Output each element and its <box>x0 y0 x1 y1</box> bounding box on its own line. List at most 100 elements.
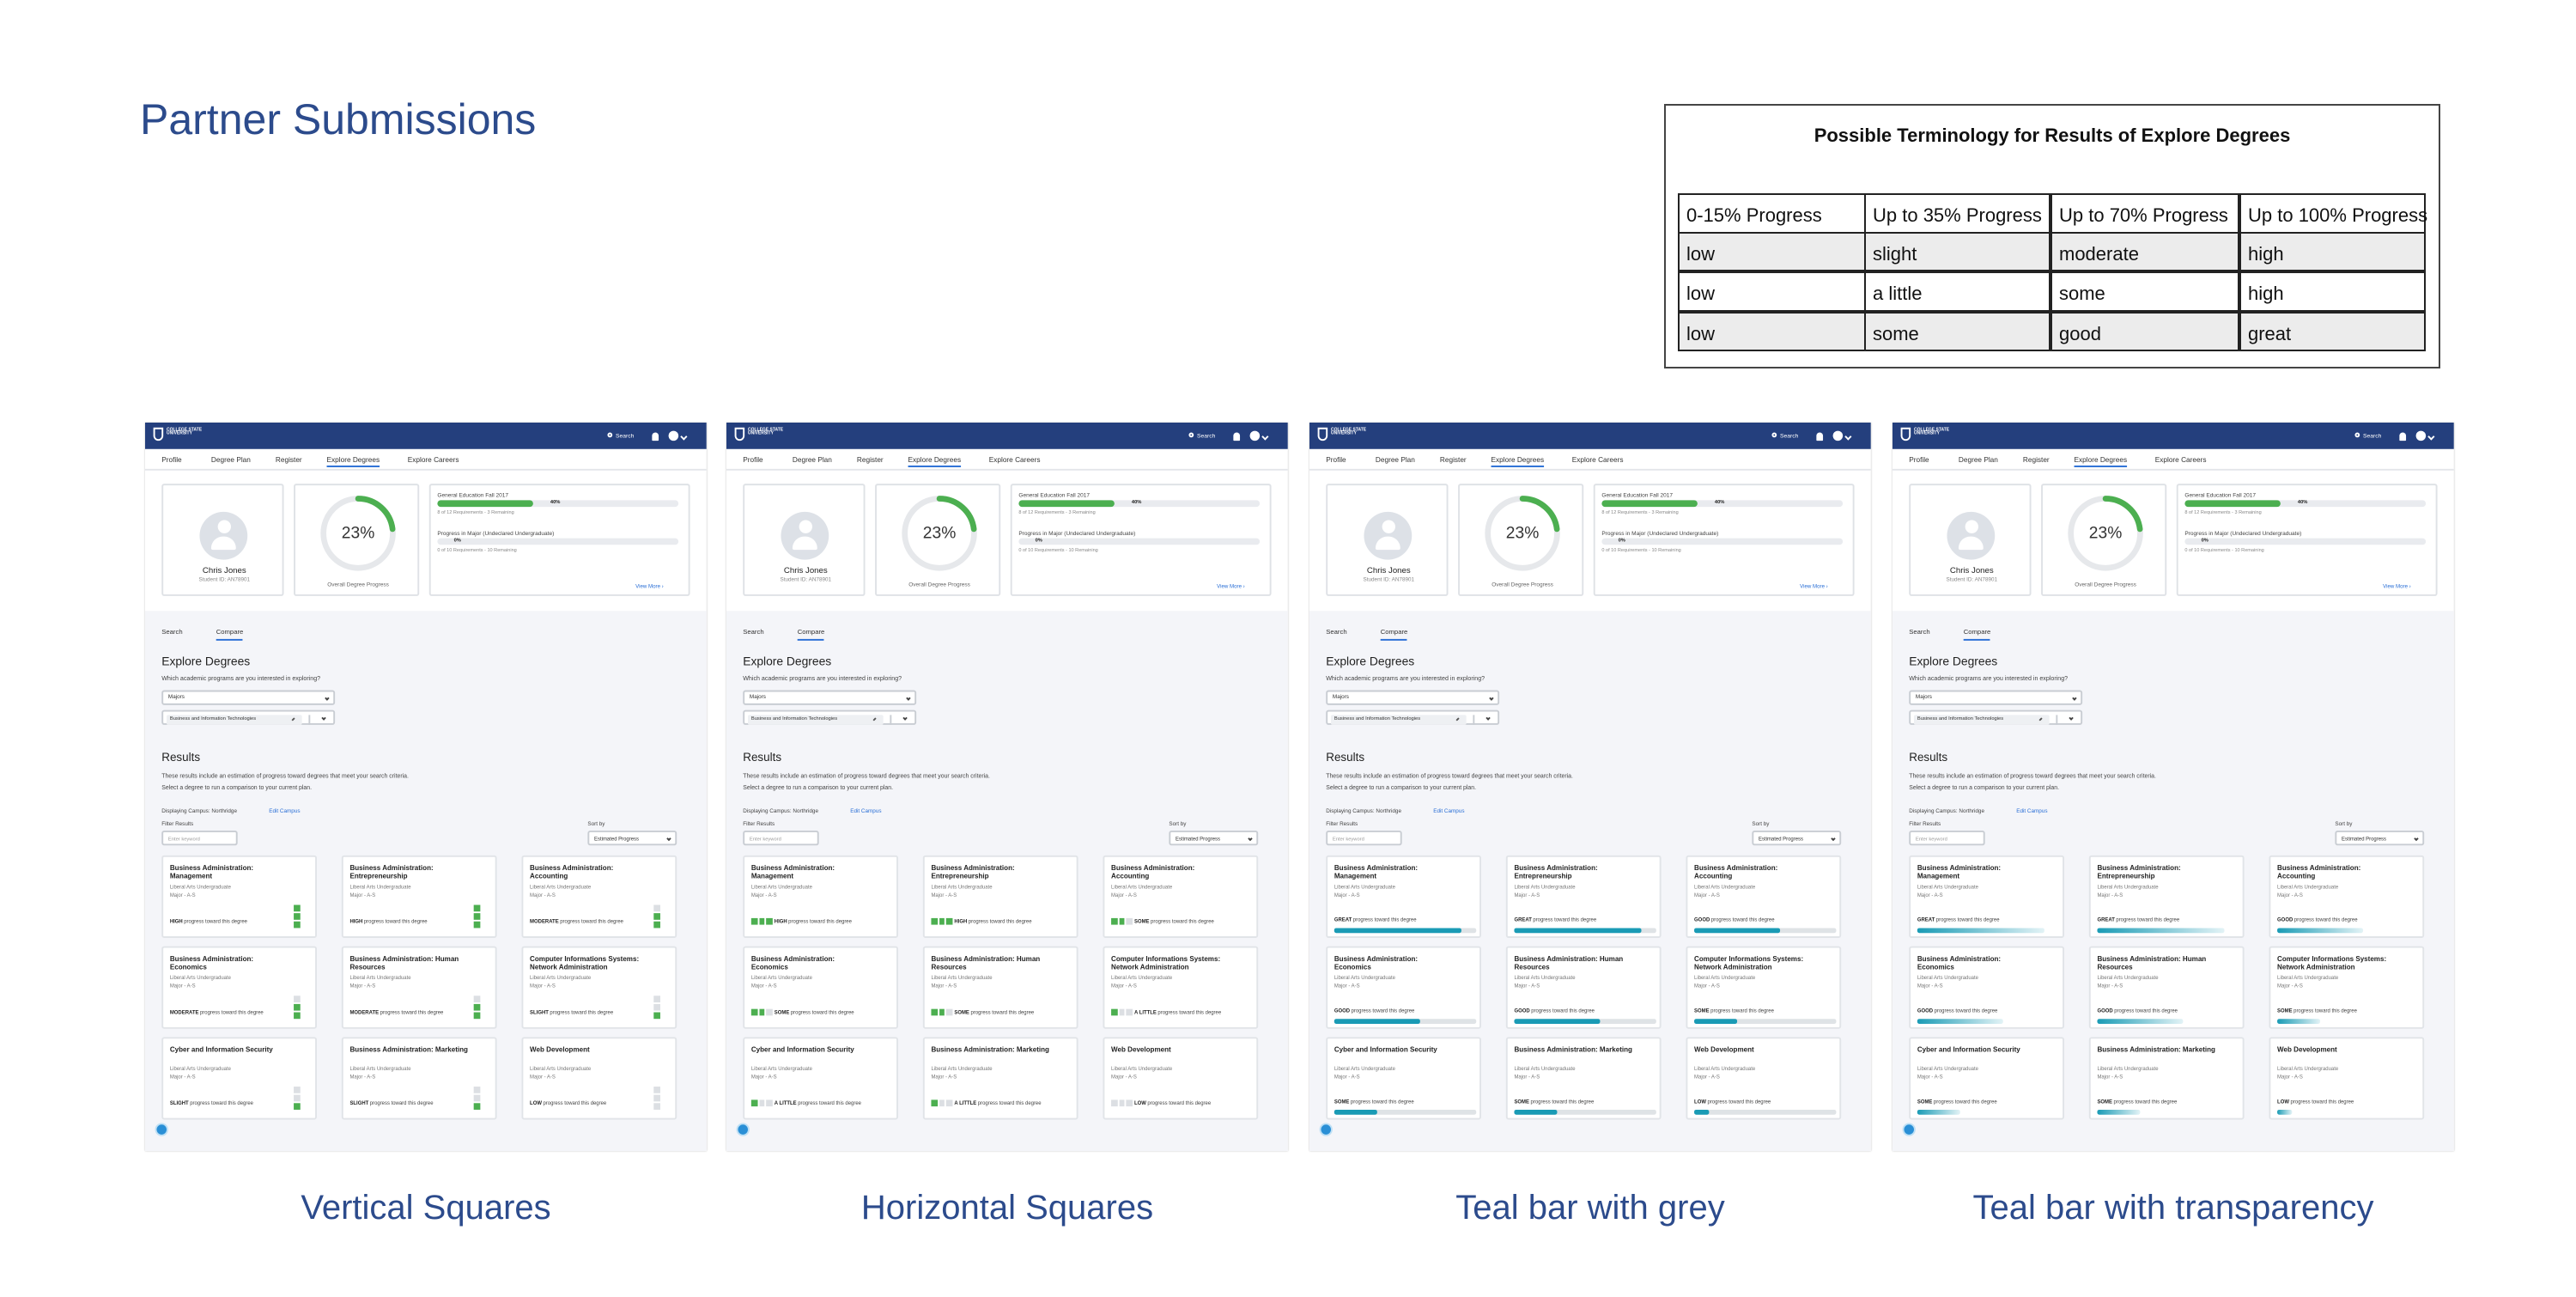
square <box>653 904 660 912</box>
degree-card: Business Administration: Economics Libera… <box>1326 946 1481 1029</box>
progress-suffix: progress toward this degree <box>798 1099 861 1107</box>
progress-text: HIGH progress toward this degree <box>775 918 852 925</box>
square <box>653 1012 660 1020</box>
progress-track <box>1694 1109 1837 1114</box>
square <box>473 1087 481 1093</box>
table-cell: low <box>1678 231 1866 271</box>
search-icon <box>1771 432 1777 438</box>
dropdown-arrow <box>665 835 672 842</box>
nav-item: Degree Plan <box>1958 455 1998 465</box>
card-subtitle: Liberal Arts Undergraduate <box>1111 883 1173 891</box>
overall-progress-card: 23% Overall Degree Progress <box>1458 484 1584 596</box>
card-major: Major - A-S <box>1694 1073 1720 1081</box>
progress-fill <box>1694 1019 1737 1024</box>
degree-card: Business Administration: Accounting Liber… <box>2269 855 2425 938</box>
account-caret <box>2427 433 2434 440</box>
progress-detail: 0 of 10 Requirements - 10 Remaining <box>2184 546 2264 553</box>
degree-card: Computer Informations Systems: Network A… <box>2269 946 2425 1029</box>
dropdown-arrow <box>1485 715 1492 721</box>
degree-card: Business Administration: Accounting Liber… <box>521 855 677 938</box>
card-major: Major - A-S <box>349 1073 376 1081</box>
edit-campus-link: Edit Campus <box>1433 807 1465 814</box>
avatar-head <box>1381 520 1395 533</box>
progress-text: SOME progress toward this degree <box>954 1009 1034 1016</box>
progress-track <box>1018 500 1261 508</box>
square <box>1118 917 1125 924</box>
table-title: Possible Terminology for Results of Expl… <box>1814 125 2291 146</box>
donut-arc <box>320 496 396 571</box>
square <box>766 1008 773 1015</box>
square <box>1111 1008 1117 1015</box>
progress-card: General Education Fall 2017 40% 8 of 12 Re… <box>428 484 690 596</box>
results-heading: Results <box>1909 752 1948 765</box>
card-major: Major - A-S <box>169 892 196 898</box>
progress-percent: 40% <box>550 498 561 506</box>
card-major: Major - A-S <box>1111 892 1137 898</box>
card-major: Major - A-S <box>1334 892 1360 898</box>
progress-suffix: progress toward this degree <box>1151 917 1214 925</box>
card-title: Business Administration: Marketing <box>349 1044 468 1054</box>
select-value: Majors <box>167 694 185 701</box>
progress-suffix: progress toward this degree <box>1352 916 1417 923</box>
degree-card: Cyber and Information Security Liberal Ar… <box>1326 1037 1481 1120</box>
progress-level: HIGH <box>169 917 183 925</box>
progress-suffix: progress toward this degree <box>369 1099 434 1107</box>
notification-icon <box>1816 431 1824 441</box>
avatar <box>1364 511 1413 560</box>
mockup-screen: COLLEGE STATE UNIVERSITY Search Profile Deg… <box>1893 423 2454 1152</box>
table-cell: slight <box>1864 231 2050 271</box>
square <box>939 917 945 924</box>
card-major: Major - A-S <box>2097 982 2123 989</box>
card-title: Web Development <box>1694 1044 1754 1054</box>
square <box>1111 1099 1117 1106</box>
table-cell: Up to 100% Progress <box>2239 193 2427 234</box>
card-subtitle: Liberal Arts Undergraduate <box>750 1065 812 1072</box>
progress-text: SOME progress toward this degree <box>1694 1008 1774 1014</box>
content-area: Search Compare Explore Degrees Which academ… <box>1309 611 1871 1152</box>
dropdown-arrow <box>902 715 908 721</box>
progress-squares <box>294 1087 301 1110</box>
progress-text: GOOD progress toward this degree <box>1514 1008 1595 1014</box>
profile-card: Chris Jones Student ID: AN78901 <box>743 484 866 596</box>
card-title: Business Administration: Marketing <box>1514 1044 1632 1054</box>
progress-suffix: progress toward this degree <box>790 1008 854 1016</box>
degree-card: Business Administration: Entrepreneurshi… <box>2088 855 2245 938</box>
progress-track <box>1601 538 1844 545</box>
progress-level: A LITTLE <box>1133 1008 1157 1016</box>
progress-suffix: progress toward this degree <box>2293 916 2358 923</box>
filter-label: Filter Results <box>743 820 775 828</box>
square <box>931 917 938 924</box>
select-value: Majors <box>1332 694 1349 701</box>
square <box>939 1099 945 1106</box>
progress-squares <box>1111 1008 1134 1016</box>
card-major: Major - A-S <box>1694 892 1720 898</box>
square <box>473 1094 481 1102</box>
help-button <box>1902 1123 1916 1136</box>
card-title: Cyber and Information Security <box>169 1044 273 1054</box>
filter-input: Enter keyword <box>1326 830 1402 846</box>
progress-text: SLIGHT progress toward this degree <box>530 1009 613 1016</box>
card-title: Business Administration: Accounting <box>1694 863 1778 880</box>
progress-suffix: progress toward this degree <box>1935 916 2000 923</box>
degree-card: Web Development Liberal Arts Undergraduat… <box>1103 1037 1259 1120</box>
nav-item: Profile <box>743 455 763 465</box>
progress-squares <box>750 1099 775 1106</box>
mockup-screen: COLLEGE STATE UNIVERSITY Search Profile Deg… <box>1309 423 1871 1152</box>
square <box>294 1094 301 1102</box>
progress-level: SOME <box>1514 1098 1529 1105</box>
progress-level: SLIGHT <box>530 1008 549 1016</box>
card-subtitle: Liberal Arts Undergraduate <box>2277 1065 2339 1072</box>
progress-fill <box>1514 1109 1558 1114</box>
card-subtitle: Liberal Arts Undergraduate <box>1917 1065 1978 1072</box>
mockup-screen: COLLEGE STATE UNIVERSITY Search Profile Deg… <box>145 423 707 1152</box>
square <box>946 1008 953 1015</box>
notification-icon <box>1233 431 1241 441</box>
avatar-head <box>216 520 231 533</box>
tab: Compare <box>1380 628 1408 641</box>
card-subtitle: Liberal Arts Undergraduate <box>1694 974 1756 981</box>
dropdown-arrow <box>320 715 327 721</box>
sort-value: Estimated Progress <box>1176 834 1220 842</box>
avatar-body <box>1375 536 1400 551</box>
progress-title: General Education Fall 2017 <box>1601 491 1674 499</box>
nav-item: Register <box>1439 455 1467 465</box>
